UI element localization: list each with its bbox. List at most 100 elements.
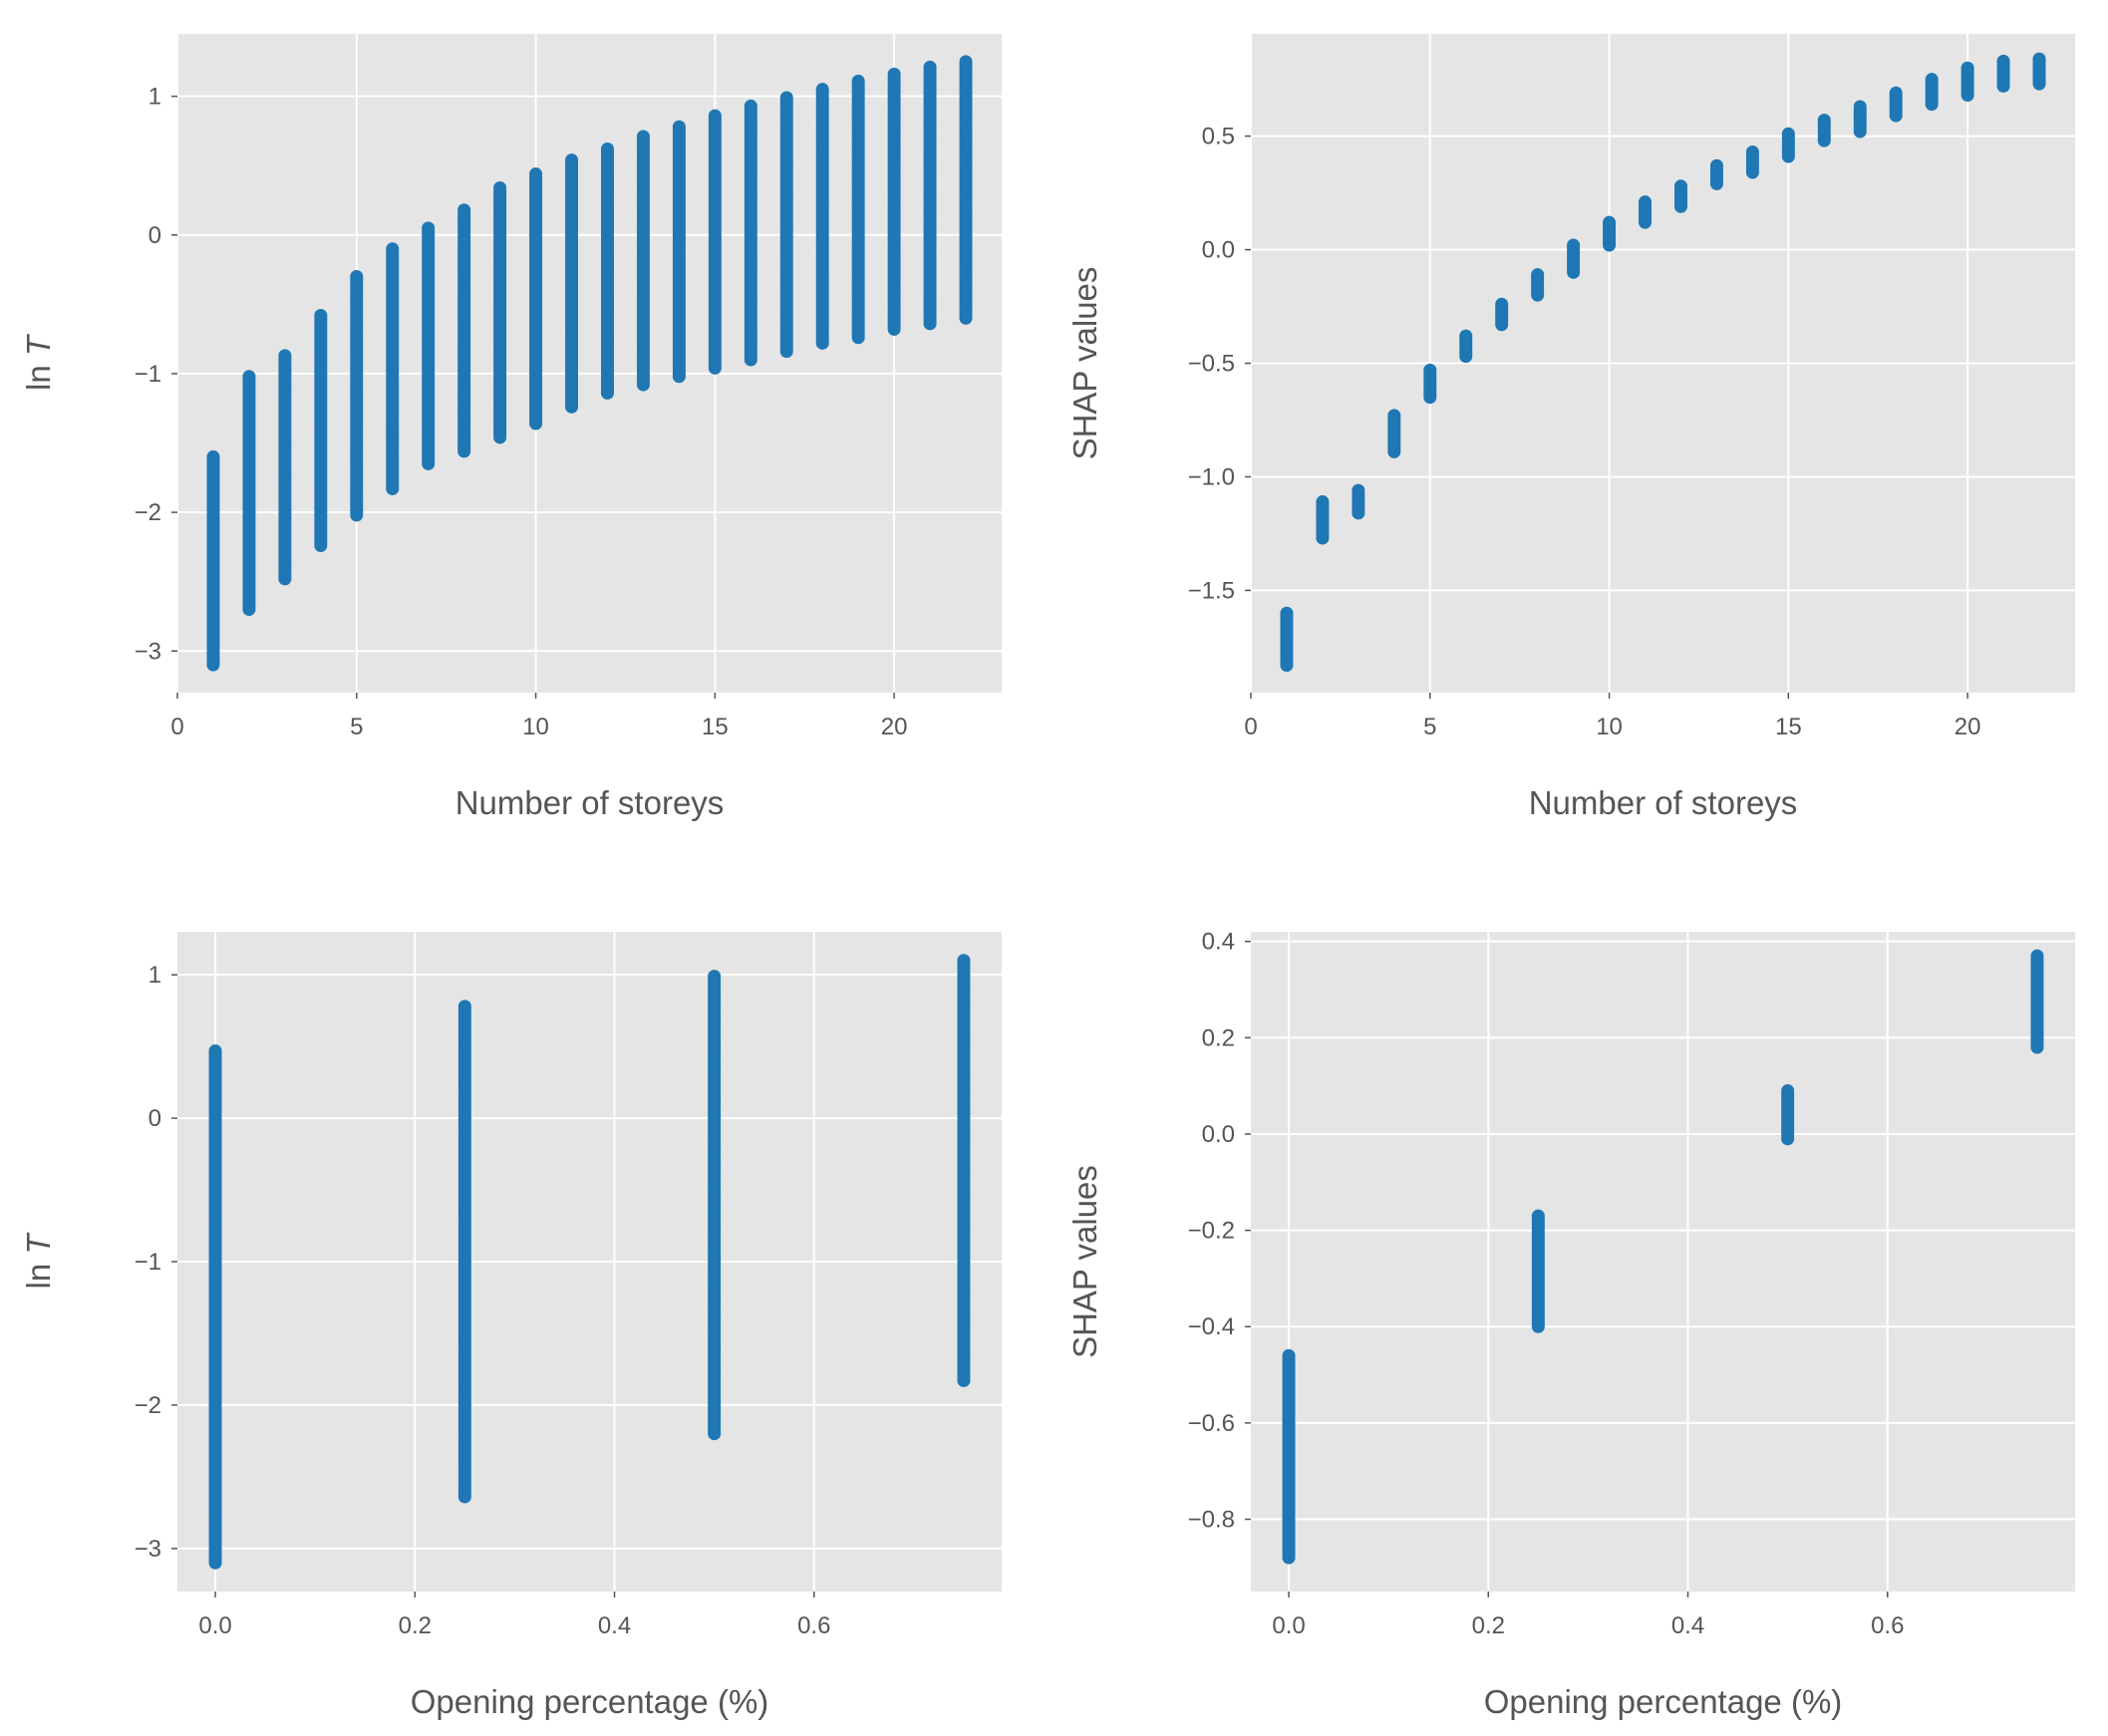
scatter-point bbox=[1673, 179, 1687, 193]
x-tick-label: 0.4 bbox=[598, 1612, 631, 1639]
chart-panel-2: 0 5 10 15 20 −1.5 −1.0 −0.5 0.0 0.5 Number of stor… bbox=[1066, 34, 2075, 821]
scatter-column bbox=[457, 1000, 471, 1504]
x-tick-label: 0.0 bbox=[198, 1612, 231, 1639]
plot-background bbox=[177, 34, 1002, 693]
x-tick-label: 0.4 bbox=[1671, 1612, 1704, 1639]
scatter-column bbox=[1531, 268, 1545, 302]
scatter-column bbox=[529, 167, 543, 431]
scatter-column bbox=[1567, 238, 1581, 279]
scatter-column bbox=[350, 270, 364, 522]
scatter-column bbox=[1853, 100, 1867, 139]
y-tick-label: −1.5 bbox=[1188, 577, 1235, 604]
x-tick-label: 20 bbox=[881, 714, 908, 740]
scatter-column bbox=[206, 449, 220, 672]
scatter-point bbox=[1567, 238, 1581, 252]
scatter-point bbox=[457, 203, 471, 217]
scatter-column bbox=[1603, 215, 1617, 252]
x-tick-label: 10 bbox=[1596, 714, 1623, 740]
y-tick-label: 0.5 bbox=[1202, 124, 1235, 150]
y-tick-label: 0.2 bbox=[1202, 1024, 1235, 1051]
scatter-point bbox=[422, 221, 436, 235]
scatter-column bbox=[1960, 61, 1974, 103]
x-tick-label: 0 bbox=[1244, 714, 1257, 740]
scatter-point bbox=[887, 67, 901, 81]
scatter-column bbox=[1282, 1348, 1296, 1565]
scatter-series bbox=[206, 55, 973, 672]
scatter-column bbox=[1639, 195, 1653, 229]
scatter-point bbox=[350, 270, 364, 284]
scatter-column bbox=[1280, 606, 1294, 673]
chart-panel-3: 0.0 0.2 0.4 0.6 −3 −2 −1 0 1 Opening percentage (… bbox=[20, 932, 1002, 1720]
scatter-column bbox=[923, 60, 937, 331]
x-tick-label: 5 bbox=[1423, 714, 1436, 740]
scatter-column bbox=[1709, 158, 1723, 190]
scatter-point bbox=[815, 83, 829, 97]
scatter-series bbox=[1282, 949, 2044, 1565]
scatter-column bbox=[386, 242, 400, 495]
y-axis-label: SHAP values bbox=[1066, 267, 1103, 460]
x-tick-label: 0 bbox=[170, 714, 183, 740]
scatter-point bbox=[278, 349, 292, 363]
y-tick-label: −0.6 bbox=[1188, 1410, 1235, 1437]
scatter-column bbox=[1316, 495, 1330, 545]
x-tick-label: 5 bbox=[350, 714, 363, 740]
scatter-column bbox=[1996, 54, 2010, 93]
scatter-column bbox=[1925, 73, 1939, 112]
scatter-point bbox=[1282, 1348, 1296, 1362]
scatter-point bbox=[1960, 61, 1974, 75]
y-tick-label: −3 bbox=[135, 638, 161, 665]
scatter-point bbox=[314, 308, 328, 322]
x-axis-label: Number of storeys bbox=[455, 784, 725, 821]
scatter-column bbox=[600, 143, 614, 400]
scatter-column bbox=[1817, 114, 1831, 147]
scatter-column bbox=[242, 370, 256, 617]
scatter-point bbox=[208, 1043, 222, 1057]
scatter-point bbox=[923, 60, 937, 74]
x-tick-label: 0.6 bbox=[1871, 1612, 1904, 1639]
scatter-column bbox=[708, 109, 722, 375]
y-axis-label: ln T bbox=[20, 1232, 57, 1290]
scatter-point bbox=[1639, 195, 1653, 209]
scatter-point bbox=[1996, 54, 2010, 68]
scatter-point bbox=[1352, 483, 1365, 497]
scatter-series bbox=[208, 954, 971, 1570]
x-tick-label: 15 bbox=[702, 714, 729, 740]
scatter-point bbox=[708, 109, 722, 123]
y-tick-label: 0.0 bbox=[1202, 237, 1235, 264]
scatter-point bbox=[529, 167, 543, 181]
y-tick-label: −0.8 bbox=[1188, 1507, 1235, 1534]
scatter-column bbox=[208, 1043, 222, 1570]
scatter-point bbox=[1745, 145, 1759, 159]
y-axis-label: SHAP values bbox=[1066, 1165, 1103, 1358]
x-tick-label: 15 bbox=[1775, 714, 1802, 740]
scatter-column bbox=[779, 91, 793, 359]
scatter-point bbox=[1709, 158, 1723, 172]
scatter-column bbox=[959, 55, 973, 325]
scatter-point bbox=[386, 242, 400, 256]
scatter-column bbox=[422, 221, 436, 470]
scatter-column bbox=[493, 180, 507, 444]
scatter-column bbox=[1889, 86, 1903, 123]
plot-background bbox=[1251, 932, 2075, 1591]
scatter-point bbox=[1925, 73, 1939, 87]
scatter-column bbox=[708, 970, 722, 1441]
scatter-point bbox=[851, 74, 865, 88]
scatter-point bbox=[636, 130, 650, 144]
scatter-column bbox=[1495, 297, 1509, 332]
x-axis-label: Opening percentage (%) bbox=[411, 1683, 769, 1720]
scatter-point bbox=[600, 143, 614, 156]
scatter-point bbox=[242, 370, 256, 384]
scatter-column bbox=[278, 349, 292, 586]
scatter-point bbox=[1280, 606, 1294, 620]
x-tick-label: 0.6 bbox=[797, 1612, 830, 1639]
scatter-column bbox=[744, 99, 757, 367]
scatter-series bbox=[1280, 52, 2046, 673]
scatter-point bbox=[493, 180, 507, 194]
scatter-point bbox=[1531, 268, 1545, 282]
scatter-point bbox=[565, 153, 579, 167]
scatter-point bbox=[1889, 86, 1903, 100]
scatter-column bbox=[636, 130, 650, 392]
scatter-point bbox=[1531, 1209, 1545, 1223]
scatter-point bbox=[1853, 100, 1867, 114]
